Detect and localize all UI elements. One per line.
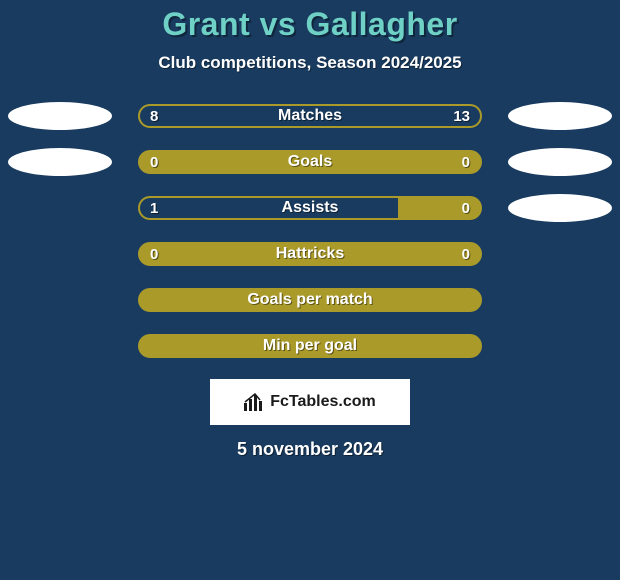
bar-chart-icon — [244, 393, 264, 411]
player-oval-right — [508, 148, 612, 176]
brand-badge[interactable]: FcTables.com — [210, 379, 410, 425]
stat-bar: Matches813 — [138, 104, 482, 128]
stat-value-left: 0 — [150, 152, 158, 172]
stat-row: Goals0 0 — [0, 139, 620, 185]
stat-bar: Assists10 — [138, 196, 482, 220]
stat-value-right: 0 — [462, 198, 470, 218]
stat-label: Hattricks — [140, 244, 480, 264]
brand-text: FcTables.com — [270, 393, 376, 411]
stat-bar: Min per goal — [138, 334, 482, 358]
stat-bar-left-fill — [140, 106, 262, 126]
player-oval-right — [508, 102, 612, 130]
stat-bar-right-fill — [262, 106, 480, 126]
stat-bar-left-fill — [140, 198, 398, 218]
stat-value-left: 0 — [150, 244, 158, 264]
stat-label: Min per goal — [140, 336, 480, 356]
page-title: Grant vs Gallagher — [0, 6, 620, 43]
comparison-card: Grant vs Gallagher Club competitions, Se… — [0, 0, 620, 580]
stat-value-right: 0 — [462, 152, 470, 172]
stat-row: Assists10 — [0, 185, 620, 231]
stat-row: Min per goal — [0, 323, 620, 369]
stat-bar: Hattricks0 0 — [138, 242, 482, 266]
stat-row: Hattricks0 0 — [0, 231, 620, 277]
stat-row: Matches813 — [0, 93, 620, 139]
player-oval-right — [508, 194, 612, 222]
stat-row: Goals per match — [0, 277, 620, 323]
subtitle: Club competitions, Season 2024/2025 — [0, 53, 620, 73]
player-oval-left — [8, 102, 112, 130]
stat-label: Goals — [140, 152, 480, 172]
stat-value-right: 0 — [462, 244, 470, 264]
player-oval-left — [8, 148, 112, 176]
stat-label: Goals per match — [140, 290, 480, 310]
stat-bar: Goals0 0 — [138, 150, 482, 174]
stat-bar: Goals per match — [138, 288, 482, 312]
stat-rows: Matches813Goals00Assists10Hattricks00Goa… — [0, 93, 620, 369]
date-label: 5 november 2024 — [0, 439, 620, 460]
